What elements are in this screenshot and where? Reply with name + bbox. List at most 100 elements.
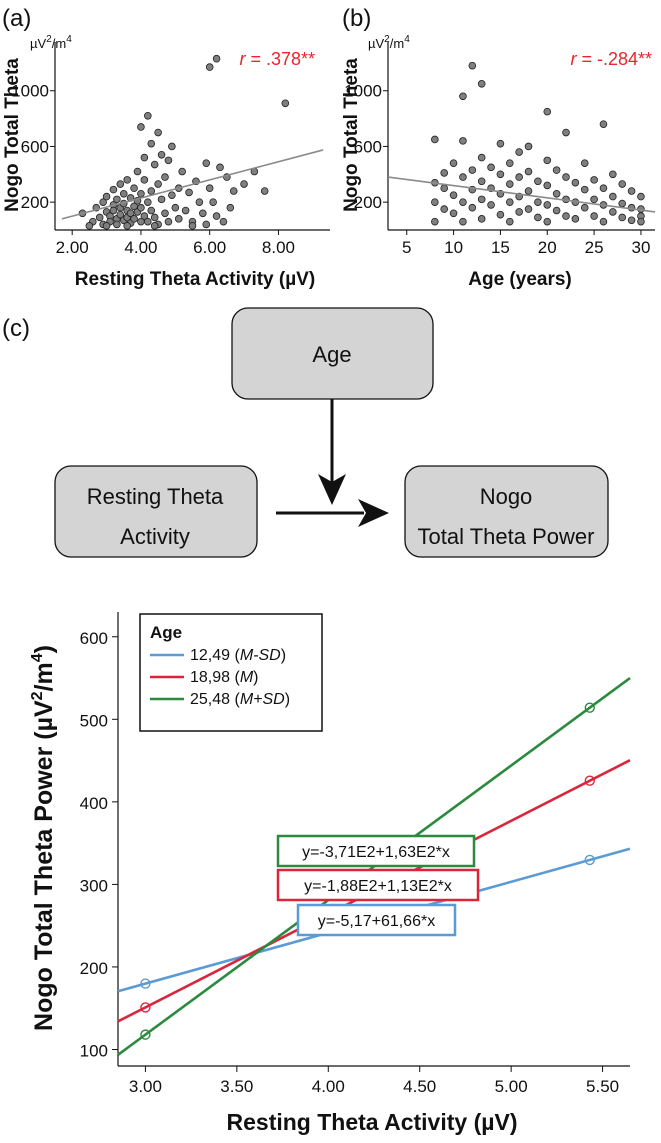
scatter-point [181,206,190,215]
chart-a-r-annotation: r = .378** [239,49,315,69]
scatter-point [599,184,608,193]
scatter-point [477,79,486,88]
scatter-point [185,188,193,197]
series-marker-M-SD [584,854,595,866]
scatter-point [543,156,552,165]
scatter-point [552,166,561,174]
chart-b-r-annotation: r = -.284** [570,49,652,69]
scatter-point [161,209,169,218]
nogo-node [404,465,609,558]
scatter-point [599,217,608,226]
scatter-point [150,160,159,169]
scatter-point [618,213,627,222]
scatter-point [102,192,111,201]
scatter-point [260,187,269,195]
scatter-point [431,217,439,226]
age-node-label: Age [312,342,351,367]
scatter-point [580,159,589,167]
scatter-point [477,153,486,162]
scatter-point [154,128,162,137]
scatter-point [440,205,449,213]
x-tick-label: 5 [402,238,411,257]
scatter-point [459,173,467,181]
scatter-point [140,212,149,220]
scatter-point [543,107,552,116]
resting-theta-node [54,465,258,558]
scatter-point [195,198,204,206]
main-arrow-head [358,499,389,527]
scatter-point [168,191,176,199]
scatter-point [562,128,570,137]
nogo-node-line1: Nogo [480,484,533,509]
legend-title: Age [150,623,182,642]
scatter-point [157,151,166,159]
scatter-point [496,170,505,179]
scatter-point [209,198,217,206]
scatter-point [459,92,467,101]
equation-label-M-SD: y=-5,17+61,66*x [318,913,435,930]
scatter-point [524,187,533,195]
age-arrow-head [318,474,346,505]
scatter-point [459,137,467,145]
scatter-point [468,61,477,70]
scatter-point [147,187,156,195]
scatter-point [487,201,495,209]
scatter-point [496,139,505,148]
scatter-point [199,209,207,218]
panel-b-label: (b) [342,5,371,32]
panel-a-label: (a) [2,5,31,32]
scatter-point [543,181,552,190]
scatter-point [552,206,561,215]
chart-b-y-unit: µV2/m4 [368,34,410,51]
scatter-point [174,215,183,223]
scatter-point [477,177,486,186]
panel-c-label: (c) [2,315,30,342]
scatter-point [99,198,107,206]
scatter-point [637,217,645,226]
resting-theta-node-line1: Resting Theta [87,484,224,509]
resting-theta-node-line2: Activity [120,524,190,549]
chart-a-y-unit: µV2/m4 [30,34,72,51]
chart-c-xlabel: Resting Theta Activity (µV) [227,1109,518,1135]
scatter-point [202,220,211,229]
scatter-point [637,192,645,201]
scatter-point [505,159,514,167]
scatter-point [113,220,121,229]
x-tick-label: 30 [631,238,650,257]
legend-label-M: 18,98 (M) [190,669,258,686]
scatter-point [552,189,561,198]
scatter-chart-b: Nogo Total Theta µV2/m4 r = -.284** Age … [341,34,656,290]
scatter-point [599,120,608,128]
scatter-point [150,222,159,230]
x-tick-label: 4.00 [124,238,157,257]
scatter-point [216,163,224,172]
x-tick-label: 20 [538,238,557,257]
scatter-point [534,177,542,186]
scatter-point [618,199,627,208]
scatter-point [140,176,149,184]
equation-label-M+SD: y=-3,71E2+1,63E2*x [302,844,450,861]
scatter-point [449,209,458,218]
x-tick-label: 3.50 [220,1077,253,1096]
scatter-point [524,205,533,213]
legend-box [139,613,323,732]
scatter-point [137,189,145,198]
y-tick-label: 1000 [344,82,382,101]
scatter-point [281,99,290,108]
legend-label-M+SD: 25,48 (M+SD) [190,691,290,708]
scatter-point [468,203,477,212]
x-tick-label: 8.00 [262,238,295,257]
series-marker-M+SD [584,702,595,713]
scatter-point [144,217,152,226]
scatter-point [157,195,166,204]
y-tick-label: 500 [80,711,108,730]
scatter-point [168,142,176,151]
series-marker-M [584,775,595,786]
fit-line [61,149,324,220]
scatter-point [468,166,477,174]
x-tick-label: 2.00 [56,238,89,257]
scatter-point [130,215,138,223]
scatter-point [496,210,505,219]
y-tick-label: 400 [80,794,108,813]
